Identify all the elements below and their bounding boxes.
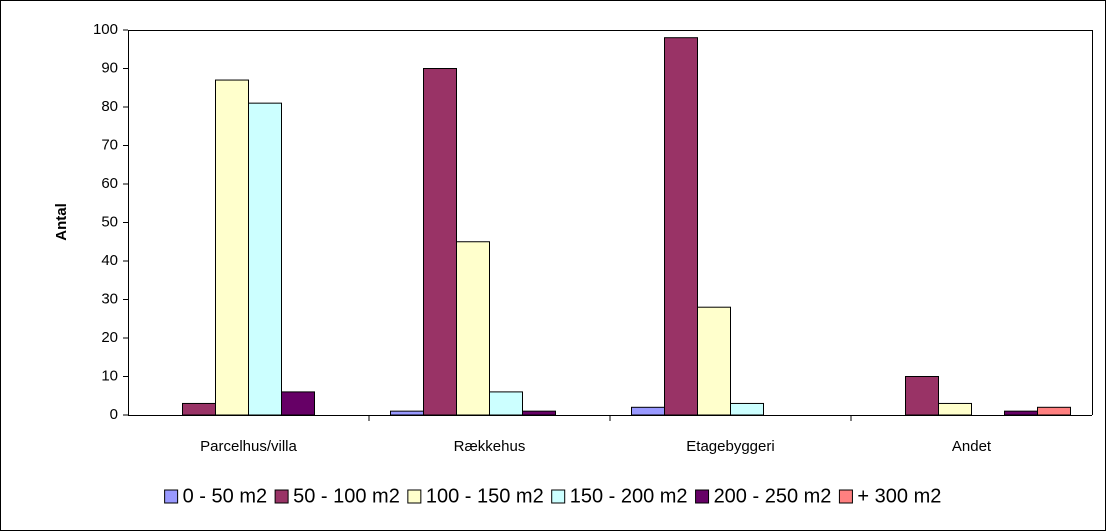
y-tick-label: 0: [110, 406, 118, 423]
legend-swatch: [164, 489, 179, 504]
x-tick-label: Rækkehus: [454, 438, 526, 455]
bar: [182, 402, 216, 416]
y-tick-label: 80: [101, 98, 118, 115]
y-tick-label: 40: [101, 252, 118, 269]
y-axis-label: Antal: [53, 203, 70, 241]
legend-label: 150 - 200 m2: [570, 485, 688, 507]
legend-label: 0 - 50 m2: [183, 485, 267, 507]
legend-label: + 300 m2: [857, 485, 941, 507]
legend-swatch: [407, 489, 422, 504]
bar: [697, 306, 731, 416]
bar: [905, 376, 939, 416]
y-tick-label: 90: [101, 59, 118, 76]
legend-swatch: [551, 489, 566, 504]
bar: [664, 37, 698, 416]
legend-label: 100 - 150 m2: [426, 485, 544, 507]
x-tick-label: Andet: [952, 438, 992, 455]
legend-label: 200 - 250 m2: [714, 485, 832, 507]
bar: [938, 402, 972, 416]
bar: [489, 391, 523, 416]
y-tick-label: 30: [101, 290, 118, 307]
bar: [1037, 406, 1071, 416]
bar: [522, 410, 556, 416]
x-tick-label: Etagebyggeri: [686, 438, 774, 455]
bar: [631, 406, 665, 416]
legend-label: 50 - 100 m2: [293, 485, 400, 507]
bar: [248, 102, 282, 416]
legend-swatch: [274, 489, 289, 504]
bar: [730, 402, 764, 416]
y-tick-label: 10: [101, 367, 118, 384]
y-tick-label: 70: [101, 136, 118, 153]
bar: [456, 241, 490, 416]
legend-swatch: [695, 489, 710, 504]
y-tick-label: 60: [101, 175, 118, 192]
bar: [281, 391, 315, 416]
bar: [423, 68, 457, 416]
y-tick-label: 20: [101, 329, 118, 346]
legend-swatch: [838, 489, 853, 504]
x-tick-label: Parcelhus/villa: [200, 438, 297, 455]
bar: [215, 79, 249, 416]
y-tick-label: 100: [93, 21, 118, 38]
bar: [1004, 410, 1038, 416]
bar: [390, 410, 424, 416]
y-tick-label: 50: [101, 213, 118, 230]
